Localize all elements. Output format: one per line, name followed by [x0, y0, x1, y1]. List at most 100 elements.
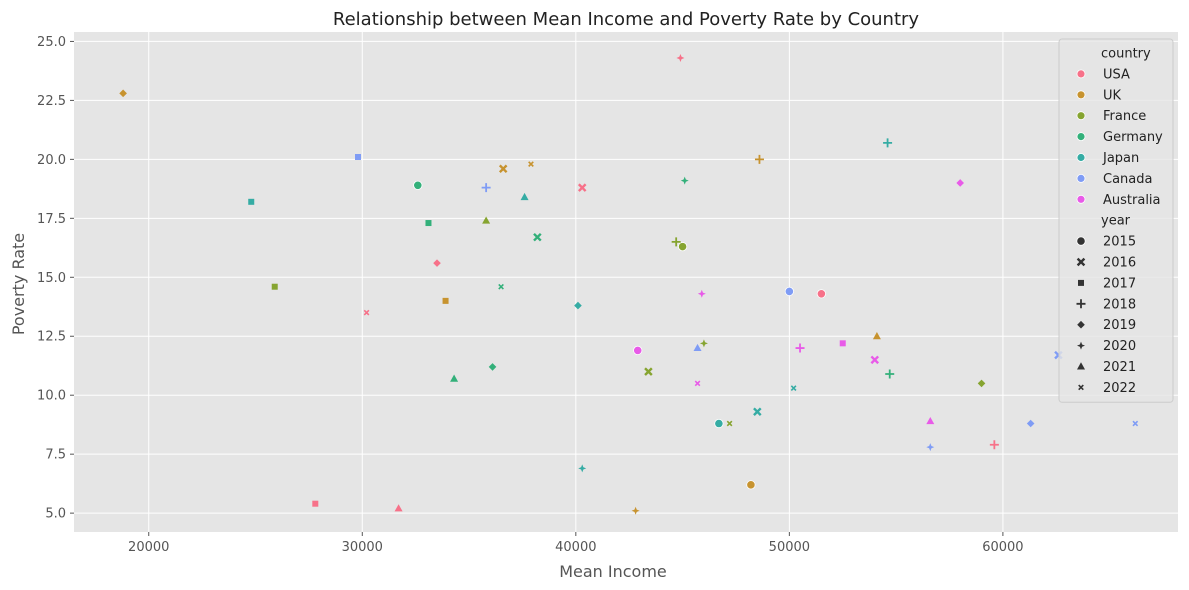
point-australia-2019 [956, 179, 964, 187]
legend-label-2022: 2022 [1103, 381, 1136, 396]
point-france-2018 [671, 237, 681, 247]
point-germany-2017 [425, 220, 432, 227]
point-uk-2019 [119, 89, 127, 98]
point-france-2020 [699, 339, 708, 348]
y-tick-label: 15.0 [37, 271, 66, 286]
legend-label-2016: 2016 [1103, 256, 1136, 271]
point-australia-2015 [633, 345, 643, 355]
legend-label-2021: 2021 [1103, 360, 1136, 375]
chart-title: Relationship between Mean Income and Pov… [333, 9, 920, 30]
point-usa-2021 [394, 504, 403, 512]
x-tick-label: 30000 [342, 540, 383, 555]
x-axis-label: Mean Income [559, 562, 667, 581]
legend-marker-2020 [1077, 341, 1085, 350]
point-uk-2021 [872, 332, 881, 340]
legend-hue-title: country [1101, 47, 1151, 62]
y-tick-label: 25.0 [37, 35, 66, 50]
legend-label-2020: 2020 [1103, 339, 1136, 354]
y-tick-label: 17.5 [37, 212, 66, 227]
point-uk-2022 [528, 161, 534, 167]
point-usa-2016 [577, 183, 587, 192]
point-france-2015 [677, 242, 688, 252]
legend-label-japan: Japan [1102, 151, 1139, 166]
y-tick-label: 12.5 [37, 330, 66, 345]
point-uk-2016 [498, 164, 508, 174]
legend-swatch-japan [1076, 153, 1086, 162]
point-usa-2015 [816, 289, 826, 299]
point-canada-2020 [926, 443, 935, 452]
point-japan-2017 [248, 198, 255, 205]
legend-swatch-usa [1076, 69, 1086, 79]
point-uk-2015 [746, 480, 756, 490]
x-tick-label: 60000 [982, 540, 1023, 555]
legend-marker-2022 [1078, 384, 1084, 391]
point-germany-2019 [488, 363, 497, 371]
legend-label-2017: 2017 [1103, 276, 1136, 291]
plot-area: 20000 30000 40000 50000 60000 5.0 7.5 10.0 12.5 1… [37, 32, 1178, 555]
legend-label-uk: UK [1103, 88, 1122, 103]
point-japan-2018 [883, 138, 893, 148]
legend: country USA UK France Germany Japan Canada Aust… [1058, 38, 1174, 403]
legend-label-2018: 2018 [1103, 297, 1136, 312]
point-japan-2019 [574, 301, 582, 310]
point-france-2019 [977, 379, 986, 388]
point-canada-2022 [1132, 420, 1139, 427]
legend-swatch-germany [1076, 132, 1086, 142]
point-australia-2020 [697, 289, 706, 298]
point-germany-2020 [680, 176, 689, 185]
legend-swatch-uk [1076, 90, 1086, 100]
legend-marker-2018 [1076, 299, 1086, 309]
point-france-2021 [482, 216, 491, 224]
point-australia-2018 [795, 343, 805, 353]
plot-background [74, 32, 1178, 532]
legend-label-canada: Canada [1103, 172, 1152, 187]
point-australia-2022 [694, 380, 701, 387]
point-usa-2019 [433, 259, 441, 267]
legend-label-usa: USA [1103, 67, 1130, 82]
legend-label-germany: Germany [1103, 130, 1163, 145]
point-canada-2021 [693, 343, 702, 352]
legend-marker-2017 [1078, 279, 1084, 286]
point-germany-2015 [413, 180, 423, 190]
point-usa-2022 [363, 309, 370, 316]
point-australia-2016 [870, 355, 880, 365]
point-japan-2021 [520, 192, 529, 201]
legend-swatch-france [1076, 111, 1086, 121]
points-group [119, 53, 1139, 515]
point-japan-2022 [790, 385, 797, 391]
point-canada-2018 [481, 183, 491, 193]
legend-label-2015: 2015 [1103, 235, 1136, 250]
y-tick-label: 22.5 [37, 94, 66, 109]
legend-marker-2016 [1076, 257, 1086, 267]
y-axis-label: Poverty Rate [9, 233, 28, 335]
legend-label-2019: 2019 [1103, 318, 1136, 333]
point-canada-2017 [355, 154, 362, 160]
point-usa-2020 [676, 53, 685, 62]
point-australia-2021 [926, 416, 935, 425]
point-uk-2017 [442, 297, 449, 304]
point-australia-2017 [839, 340, 846, 347]
point-germany-2018 [885, 369, 895, 379]
point-japan-2020 [578, 464, 587, 473]
point-france-2016 [644, 367, 653, 376]
point-usa-2018 [989, 440, 999, 450]
point-germany-2021 [450, 374, 459, 382]
point-france-2022 [726, 420, 733, 427]
y-tick-label: 20.0 [37, 153, 66, 168]
point-germany-2022 [498, 283, 504, 290]
point-japan-2016 [753, 407, 762, 416]
legend-label-france: France [1103, 109, 1146, 124]
y-tick-label: 5.0 [45, 507, 66, 522]
legend-swatch-australia [1076, 194, 1086, 204]
legend-marker-2019 [1077, 320, 1085, 329]
legend-style-title: year [1101, 214, 1131, 229]
legend-label-australia: Australia [1103, 193, 1161, 208]
point-uk-2018 [754, 154, 764, 164]
y-tick-label: 7.5 [45, 448, 66, 463]
legend-marker-2015 [1076, 236, 1086, 246]
point-usa-2017 [312, 500, 319, 507]
point-canada-2019 [1026, 419, 1035, 428]
y-tick-label: 10.0 [37, 389, 66, 404]
